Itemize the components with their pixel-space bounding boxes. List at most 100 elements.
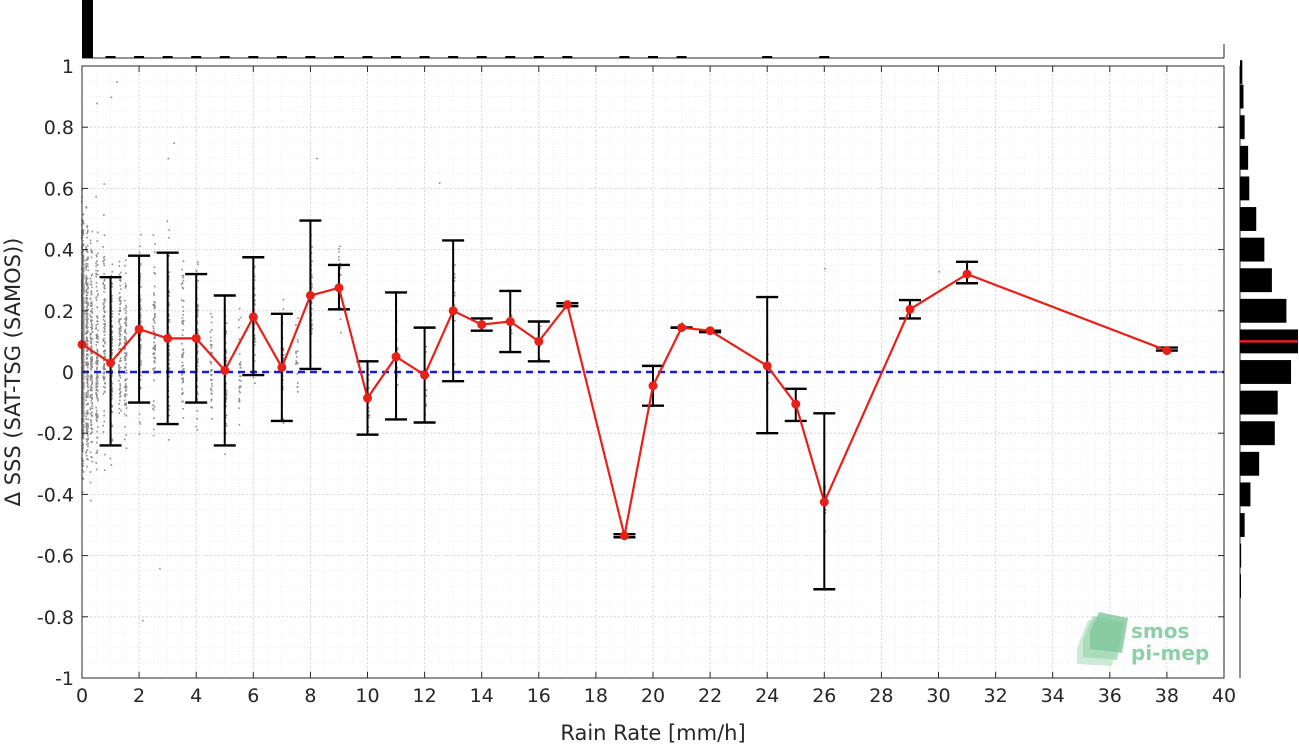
- scatter-point: [82, 351, 84, 353]
- scatter-point: [103, 334, 106, 336]
- scatter-point: [152, 346, 155, 349]
- scatter-point: [85, 333, 87, 335]
- scatter-point: [181, 381, 184, 384]
- scatter-point: [91, 380, 93, 383]
- scatter-point: [125, 340, 127, 343]
- scatter-point: [87, 303, 89, 305]
- right-histogram: [1239, 60, 1298, 678]
- scatter-point: [310, 330, 313, 332]
- y-tick-label: -0.4: [37, 484, 74, 506]
- scatter-point: [90, 345, 93, 347]
- scatter-point: [90, 346, 93, 349]
- top-hist-bar: [391, 56, 402, 58]
- scatter-point: [90, 323, 93, 325]
- scatter-point: [209, 379, 212, 381]
- scatter-point: [118, 366, 120, 369]
- scatter-point: [168, 369, 170, 372]
- scatter-point: [119, 396, 121, 398]
- scatter-point: [102, 283, 105, 285]
- scatter-point: [125, 386, 128, 388]
- scatter-point: [91, 431, 93, 433]
- scatter-point: [124, 379, 126, 382]
- scatter-point: [159, 567, 161, 570]
- scatter-point: [180, 354, 183, 356]
- scatter-point: [310, 300, 313, 303]
- scatter-point: [89, 377, 92, 379]
- scatter-point: [125, 317, 127, 320]
- scatter-point: [118, 297, 121, 300]
- scatter-point: [85, 438, 88, 441]
- scatter-point: [225, 394, 227, 397]
- scatter-point: [82, 396, 84, 399]
- x-tick-label: 24: [755, 685, 779, 707]
- scatter-point: [254, 304, 256, 306]
- scatter-point: [81, 462, 84, 465]
- scatter-point: [95, 377, 98, 379]
- scatter-point: [539, 358, 541, 361]
- scatter-point: [118, 393, 121, 395]
- scatter-point: [124, 426, 126, 428]
- scatter-point: [182, 380, 185, 383]
- scatter-point: [95, 344, 98, 346]
- scatter-point: [81, 307, 84, 310]
- scatter-point: [86, 230, 89, 233]
- scatter-point: [102, 365, 105, 368]
- scatter-point: [182, 320, 185, 322]
- scatter-point: [154, 367, 156, 369]
- scatter-point: [182, 276, 185, 279]
- scatter-point: [141, 619, 144, 622]
- scatter-point: [97, 252, 99, 255]
- scatter-point: [86, 427, 89, 430]
- scatter-point: [96, 317, 99, 319]
- scatter-point: [86, 381, 89, 384]
- scatter-point: [85, 315, 88, 318]
- scatter-point: [153, 304, 156, 306]
- scatter-point: [82, 287, 85, 290]
- scatter-point: [96, 361, 99, 364]
- scatter-point: [82, 220, 84, 223]
- scatter-point: [118, 328, 121, 331]
- scatter-point: [95, 269, 97, 272]
- scatter-point: [238, 397, 240, 400]
- scatter-point: [111, 387, 113, 389]
- mean-marker: [705, 326, 715, 336]
- scatter-point: [295, 360, 297, 363]
- scatter-point: [96, 231, 99, 234]
- scatter-point: [82, 393, 85, 396]
- scatter-point: [81, 338, 84, 341]
- scatter-point: [104, 311, 106, 314]
- scatter-point: [152, 400, 155, 402]
- scatter-point: [89, 310, 92, 313]
- scatter-point: [87, 434, 89, 437]
- scatter-point: [125, 407, 128, 409]
- scatter-point: [86, 339, 89, 342]
- scatter-point: [82, 314, 85, 317]
- scatter-point: [225, 397, 227, 400]
- scatter-point: [85, 284, 88, 286]
- scatter-point: [140, 374, 142, 377]
- scatter-point: [102, 393, 105, 395]
- scatter-point: [90, 352, 92, 355]
- scatter-point: [168, 375, 171, 378]
- scatter-point: [96, 385, 99, 388]
- scatter-point: [82, 233, 85, 235]
- scatter-point: [168, 318, 171, 321]
- scatter-point: [111, 375, 113, 377]
- scatter-point: [196, 418, 199, 420]
- scatter-point: [139, 333, 142, 336]
- scatter-point: [97, 359, 99, 362]
- scatter-point: [367, 414, 370, 416]
- scatter-point: [311, 323, 313, 325]
- scatter-point: [90, 256, 93, 259]
- scatter-point: [82, 316, 85, 318]
- scatter-point: [82, 274, 85, 276]
- scatter-point: [87, 287, 89, 290]
- x-tick-label: 32: [984, 685, 1008, 707]
- scatter-point: [82, 460, 84, 462]
- scatter-point: [111, 341, 114, 344]
- scatter-point: [95, 272, 98, 275]
- scatter-point: [139, 357, 141, 360]
- scatter-point: [82, 375, 85, 377]
- scatter-point: [87, 379, 89, 381]
- scatter-point: [152, 367, 155, 370]
